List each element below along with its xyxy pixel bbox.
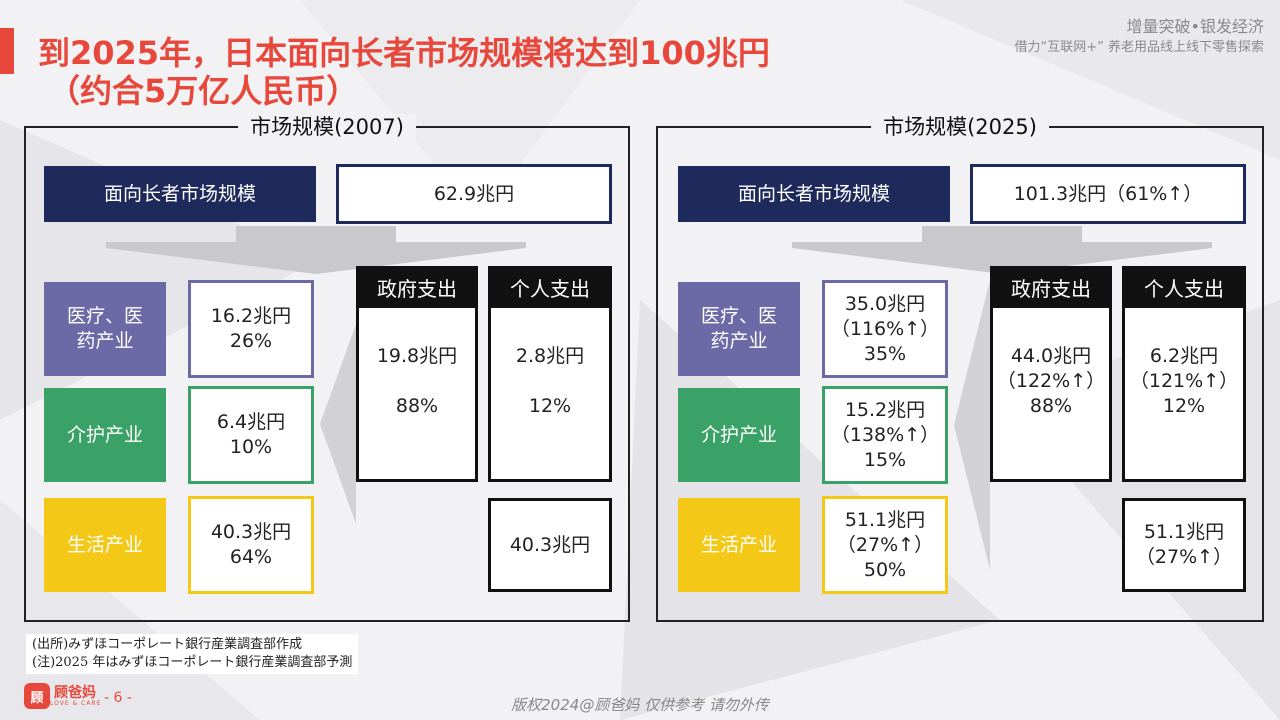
personal-spending-header: 个人支出 (1122, 266, 1246, 308)
down-arrow-icon (106, 226, 526, 274)
left-arrow-icon (954, 280, 990, 570)
personal-life-value: 51.1兆円 （27%↑） (1122, 498, 1246, 592)
page-number: - 6 - (104, 690, 132, 706)
personal-spending-values: 2.8兆円 12% (488, 308, 612, 482)
logo-mark-icon: 顾 (24, 683, 50, 709)
tagline: 增量突破•银发经济 借力“互联网+” 养老用品线上线下零售探索 (1015, 16, 1265, 58)
panel-title: 市场规模(2007) (238, 114, 416, 140)
gov-spending-header: 政府支出 (990, 266, 1112, 308)
sector-care-value: 15.2兆円 （138%↑） 15% (822, 386, 948, 484)
panel-2007: 市场规模(2007) 面向长者市场规模 62.9兆円 医疗、医药产业 16.2兆… (24, 114, 630, 622)
tagline-line-2: 借力“互联网+” 养老用品线上线下零售探索 (1014, 40, 1265, 55)
panel-2025: 市场规模(2025) 面向长者市场规模 101.3兆円（61%↑） 医疗、医药产… (656, 114, 1264, 622)
copyright-watermark: 版权2024@顾爸妈 仅供参考 请勿外传 (511, 696, 769, 714)
total-label: 面向长者市场规模 (678, 166, 950, 222)
tagline-line-1: 增量突破•银发经济 (1126, 17, 1264, 36)
sector-care: 介护产业 (678, 388, 800, 482)
personal-spending-values: 6.2兆円 （121%↑） 12% (1122, 308, 1246, 482)
personal-life-value: 40.3兆円 (488, 498, 612, 592)
total-label: 面向长者市场规模 (44, 166, 316, 222)
logo-name: 顾爸妈 (54, 684, 96, 701)
title-line-1: 到2025年，日本面向长者市场规模将达到100兆円 (38, 34, 770, 72)
gov-spending-values: 19.8兆円 88% (356, 308, 478, 482)
total-value: 62.9兆円 (336, 164, 612, 224)
source-footnote: (出所)みずほコーポレート銀行産業調査部作成 (注)2025 年はみずほコーポレ… (26, 634, 359, 674)
sector-care: 介护产业 (44, 388, 166, 482)
title-line-2: （约合5万亿人民币） (48, 72, 359, 110)
title-accent-bar (0, 28, 14, 74)
sector-life: 生活产业 (44, 498, 166, 592)
panel-title: 市场规模(2025) (871, 114, 1049, 140)
brand-logo: 顾 顾爸妈 LOVE & CARE (24, 683, 101, 709)
sector-medical: 医疗、医药产业 (678, 282, 800, 376)
gov-spending-header: 政府支出 (356, 266, 478, 308)
personal-spending-header: 个人支出 (488, 266, 612, 308)
sector-medical-value: 35.0兆円 （116%↑） 35% (822, 280, 948, 378)
sector-medical: 医疗、医药产业 (44, 282, 166, 376)
down-arrow-icon (792, 226, 1212, 274)
page-title: 到2025年，日本面向长者市场规模将达到100兆円 （约合5万亿人民币） (38, 34, 770, 110)
total-value: 101.3兆円（61%↑） (970, 164, 1246, 224)
left-arrow-icon (320, 324, 356, 524)
logo-subtitle: LOVE & CARE (50, 699, 102, 707)
sector-life-value: 40.3兆円 64% (188, 496, 314, 594)
footnote-line-2: (注)2025 年はみずほコーポレート銀行産業調査部予測 (32, 655, 353, 670)
sector-medical-value: 16.2兆円 26% (188, 280, 314, 378)
footnote-line-1: (出所)みずほコーポレート銀行産業調査部作成 (32, 637, 303, 652)
gov-spending-values: 44.0兆円 （122%↑） 88% (990, 308, 1112, 482)
sector-life: 生活产业 (678, 498, 800, 592)
sector-life-value: 51.1兆円 （27%↑） 50% (822, 496, 948, 594)
sector-care-value: 6.4兆円 10% (188, 386, 314, 484)
